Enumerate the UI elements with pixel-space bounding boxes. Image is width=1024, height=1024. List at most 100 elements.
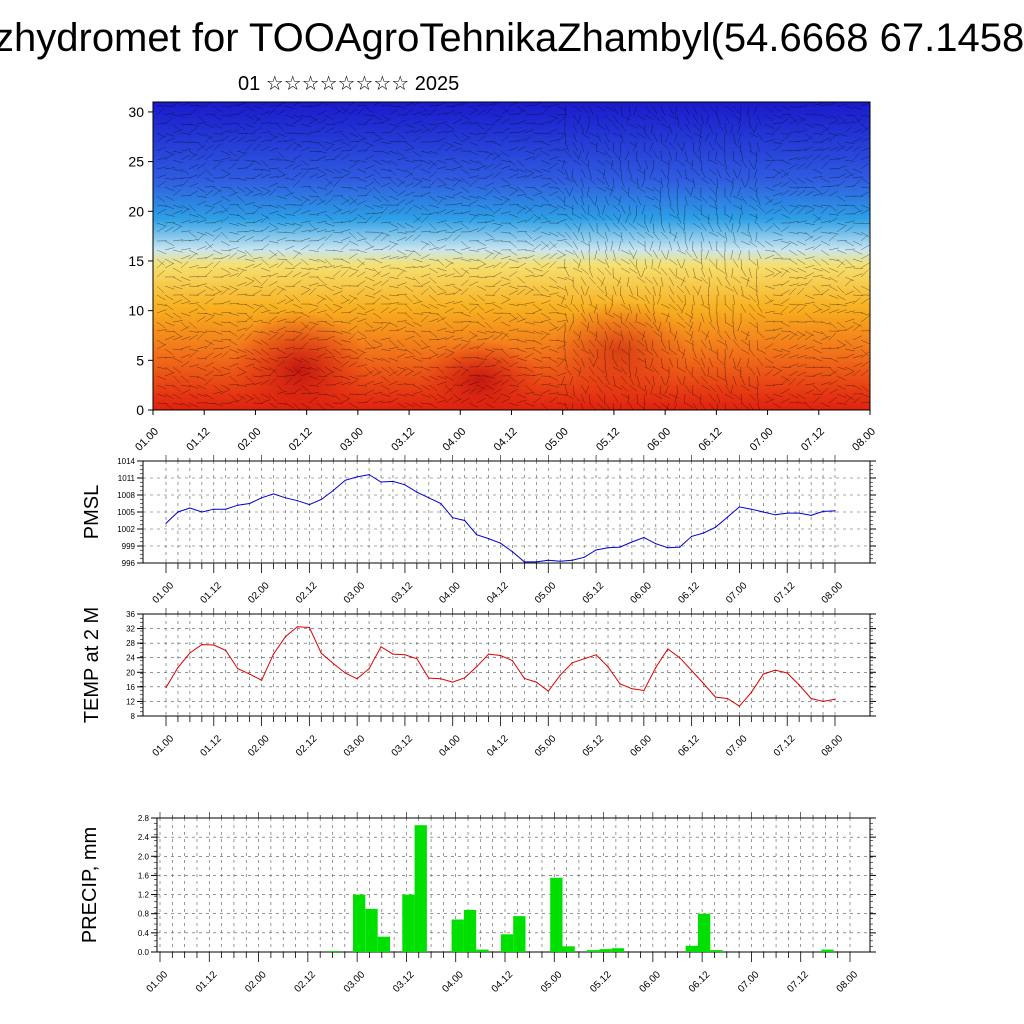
pmsl-point	[308, 504, 310, 506]
x-tick-label: 06.12	[676, 733, 702, 759]
temp-point	[499, 654, 502, 657]
pmsl-point	[213, 508, 215, 510]
y-tick-label: 999	[122, 542, 136, 551]
y-tick-label: 0.4	[138, 929, 150, 938]
x-tick-label: 02.00	[243, 969, 269, 995]
pmsl-point	[476, 534, 478, 536]
temp-point	[643, 689, 645, 692]
x-tick-label: 01.12	[198, 580, 224, 606]
temp-point	[619, 683, 621, 685]
x-tick-label: 01.00	[133, 426, 161, 454]
y-tick-label: 25	[128, 154, 144, 170]
x-tick-label: 04.12	[490, 969, 516, 995]
pmsl-point	[356, 476, 358, 478]
temp-point	[344, 672, 346, 674]
precip-bar	[587, 950, 600, 952]
precip-bar	[500, 934, 514, 952]
x-tick-label: 05.00	[539, 969, 565, 995]
temp-point	[834, 698, 836, 700]
pmsl-point	[691, 535, 693, 538]
x-tick-label: 08.00	[820, 580, 846, 606]
x-tick-label: 07.12	[799, 426, 827, 454]
pmsl-point	[511, 551, 513, 553]
pmsl-point	[165, 522, 167, 524]
x-tick-label: 01.00	[151, 580, 177, 606]
precip-bar	[402, 894, 415, 952]
x-tick-label: 02.12	[294, 580, 320, 606]
temp-point	[655, 666, 657, 669]
pmsl-point	[547, 559, 549, 561]
temp-point	[464, 677, 466, 679]
y-tick-label: 0.0	[138, 948, 150, 957]
temp-point	[595, 654, 597, 656]
y-tick-label: 0.8	[138, 910, 150, 919]
cross-section-plot: 0 5 10 15 20 25 30 01.00 01.12 02.00 02.12 03.00 03.…	[128, 101, 878, 454]
temp-point	[798, 684, 800, 686]
pmsl-point	[320, 498, 322, 501]
temp-point	[750, 691, 753, 693]
x-tick-label: 06.00	[645, 426, 673, 454]
temp-point	[356, 678, 358, 680]
temp-point	[607, 666, 609, 668]
pmsl-point	[499, 542, 502, 544]
x-tick-label: 03.00	[338, 426, 366, 454]
temp-point	[714, 696, 717, 698]
x-tick-label: 03.00	[342, 969, 368, 995]
pmsl-point	[834, 510, 836, 512]
precip-bar	[451, 919, 464, 952]
precip-bar	[562, 946, 575, 952]
y-tick-label: 1011	[118, 474, 136, 483]
pmsl-point	[714, 526, 717, 528]
pmsl-point	[249, 502, 251, 505]
temp-point	[774, 669, 776, 671]
pmsl-point	[810, 514, 812, 517]
precip-bar	[611, 948, 625, 952]
y-tick-label: 36	[126, 610, 135, 619]
y-tick-label: 24	[126, 654, 135, 663]
temp-point	[810, 697, 812, 700]
y-tick-label: 5	[136, 352, 144, 368]
temp-plot: 8 12 16 20 24 28 32 36 01.00 01.12 02.00 02.12 03.00…	[81, 607, 876, 759]
pmsl-point	[404, 484, 406, 486]
temp-point	[201, 644, 203, 646]
x-tick-label: 05.12	[581, 733, 607, 759]
x-tick-label: 02.00	[246, 733, 272, 759]
temp-point	[428, 677, 430, 679]
precip-bar	[685, 945, 698, 952]
temp-point	[547, 690, 549, 692]
x-tick-label: 04.00	[440, 426, 468, 454]
pmsl-point	[440, 502, 442, 505]
temp-point	[703, 683, 705, 685]
temp-point	[272, 653, 275, 655]
precip-bar	[550, 877, 563, 952]
grid	[157, 817, 870, 953]
pmsl-point	[750, 508, 753, 510]
x-tick-label: 08.00	[835, 969, 861, 995]
temp-point	[523, 677, 526, 680]
temp-point	[726, 697, 729, 700]
x-tick-label: 07.00	[748, 426, 776, 454]
pmsl-point	[201, 511, 203, 513]
pmsl-point	[284, 497, 287, 499]
y-tick-label: 996	[122, 559, 136, 568]
precip-bar	[365, 908, 378, 952]
x-tick-label: 06.12	[687, 969, 713, 995]
pmsl-point	[535, 561, 537, 563]
temp-point	[213, 644, 215, 646]
x-tick-label: 05.12	[581, 580, 607, 606]
temp-point	[320, 652, 322, 654]
cross-section-fill	[153, 102, 870, 410]
temp-point	[452, 681, 454, 683]
heatmap-hotspot	[230, 310, 370, 410]
pmsl-point	[738, 506, 741, 508]
temp-point	[822, 700, 824, 703]
x-tick-label: 02.12	[294, 733, 320, 759]
pmsl-point	[261, 497, 263, 499]
x-tick-label: 02.00	[236, 426, 264, 454]
precip-bar	[377, 936, 390, 952]
precip-bar	[476, 949, 489, 952]
wind-barbs	[156, 102, 870, 410]
temp-point	[738, 705, 741, 707]
y-tick-label: 15	[128, 253, 144, 269]
